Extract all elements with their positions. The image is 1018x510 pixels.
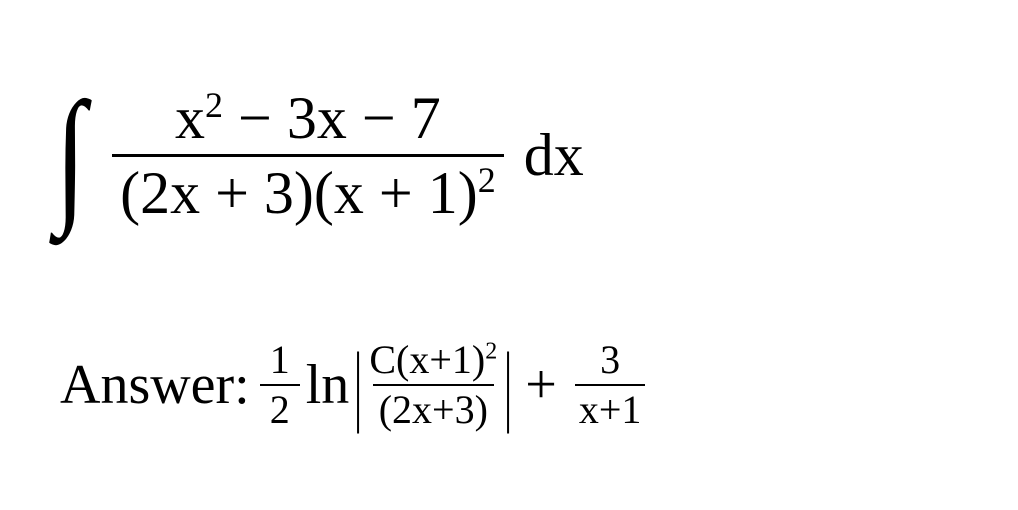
plus-sign: + [525, 357, 557, 413]
integrand-numerator: x2 − 3x − 7 [167, 88, 449, 154]
half-num: 1 [266, 340, 294, 384]
log-arg-num-exp: 2 [485, 339, 497, 365]
integrand-fraction: x2 − 3x − 7 (2x + 3)(x + 1)2 [112, 88, 504, 223]
xplus1-den: x+1 [575, 384, 646, 430]
answer-expression: Answer: 1 2 ln | C(x+1)2 (2x+3) | + 3 x+… [60, 340, 968, 430]
abs-close-bar: | [504, 340, 512, 430]
three-num: 3 [596, 340, 624, 384]
log-arg-num: C(x+1)2 [363, 340, 503, 384]
integrand-denominator: (2x + 3)(x + 1)2 [112, 154, 504, 223]
den-exp: 2 [478, 160, 496, 200]
integral-expression: ∫ x2 − 3x − 7 (2x + 3)(x + 1)2 dx [50, 80, 968, 230]
half-den: 2 [260, 384, 300, 430]
den-part1: (2x + 3)(x + 1) [120, 160, 478, 226]
answer-label: Answer: [60, 357, 250, 413]
num-x-exp: 2 [205, 85, 223, 125]
log-argument-fraction: C(x+1)2 (2x+3) [363, 340, 503, 430]
integral-sign: ∫ [55, 80, 86, 230]
num-x: x [175, 85, 205, 151]
one-half-fraction: 1 2 [260, 340, 300, 430]
log-arg-den: (2x+3) [373, 384, 494, 430]
three-over-xplus1: 3 x+1 [575, 340, 646, 430]
log-arg-num-pre: C(x+1) [369, 337, 485, 382]
ln-function: ln [306, 357, 350, 413]
abs-open-bar: | [354, 340, 362, 430]
differential-dx: dx [524, 125, 584, 185]
num-rest: − 3x − 7 [223, 85, 441, 151]
